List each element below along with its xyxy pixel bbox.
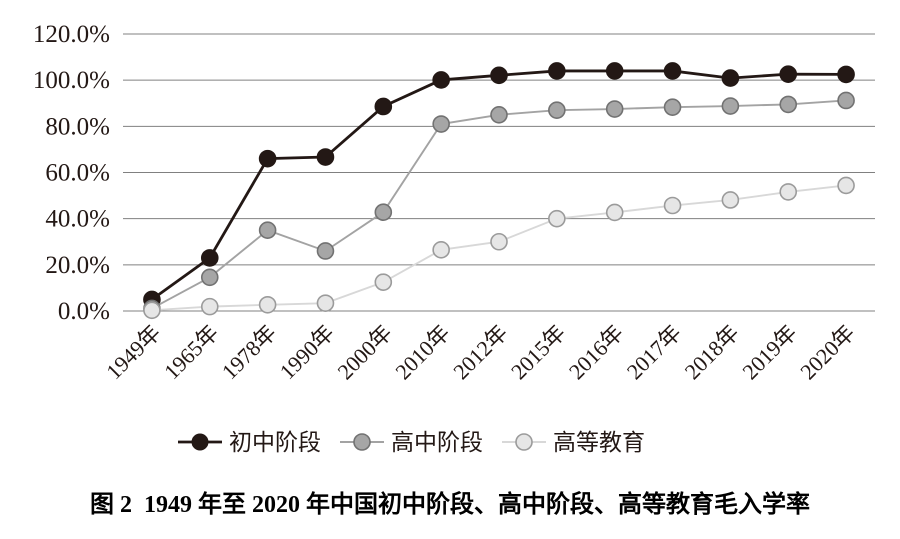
data-point (548, 101, 566, 119)
data-point (316, 148, 335, 166)
data-point (837, 91, 855, 110)
data-point (316, 294, 335, 312)
data-point (200, 297, 219, 316)
x-axis-tick-label: 2000年 (332, 320, 396, 384)
enrollment-line-chart: 0.0% 20.0% 40.0% 60.0% 80.0% 100.0% 120.0% 1949… (33, 21, 875, 384)
data-point (721, 69, 740, 87)
data-point (779, 95, 798, 114)
data-point (663, 62, 682, 80)
chart-legend: 初中阶段 高中阶段 高等教育 (0, 424, 822, 460)
data-point (374, 97, 393, 116)
data-point (258, 221, 277, 240)
x-axis-tick-label: 2015年 (506, 320, 570, 384)
data-point (605, 62, 624, 80)
data-point (779, 183, 798, 201)
data-point (663, 196, 682, 215)
data-point (779, 65, 798, 83)
legend-dot-swatch (515, 433, 533, 451)
data-point (374, 203, 393, 222)
data-point (490, 66, 508, 85)
data-point (374, 273, 393, 291)
legend-item-junior-secondary: 初中阶段 (177, 431, 321, 454)
data-point (200, 249, 219, 267)
legend-item-higher-education: 高等教育 (501, 431, 645, 454)
y-axis-tick-label: 100.0% (33, 67, 110, 94)
y-axis-tick-label: 60.0% (45, 160, 110, 187)
x-axis-tick-label: 2010年 (390, 320, 454, 384)
data-point (837, 176, 855, 195)
data-point (143, 301, 161, 320)
legend-label: 初中阶段 (229, 429, 321, 455)
data-point (200, 268, 219, 287)
legend-marker-senior-secondary (340, 433, 384, 451)
legend-dot-swatch (191, 433, 209, 451)
legend-label: 高中阶段 (391, 429, 483, 455)
figure-caption: 图 2 1949 年至 2020 年中国初中阶段、高中阶段、高等教育毛入学率 (90, 492, 810, 518)
data-point (258, 295, 277, 314)
legend-dot-swatch (353, 433, 371, 451)
data-point (490, 232, 508, 251)
data-point (432, 241, 450, 259)
x-axis-tick-label: 2012年 (448, 320, 512, 384)
x-axis-tick-label: 2016年 (564, 320, 628, 384)
y-axis-tick-label: 80.0% (45, 113, 110, 140)
data-point (490, 105, 508, 124)
x-axis-tick-label: 2020年 (795, 320, 859, 384)
y-axis-tick-label: 0.0% (58, 298, 110, 325)
legend-marker-higher-education (502, 433, 546, 451)
legend-marker-junior-secondary (178, 433, 222, 451)
y-axis-tick-label: 20.0% (45, 252, 110, 279)
data-point (605, 100, 624, 118)
data-point (663, 98, 682, 116)
data-point (316, 242, 335, 260)
data-point (432, 115, 450, 133)
data-point (548, 209, 566, 228)
legend-label: 高等教育 (553, 429, 645, 455)
data-point (605, 203, 624, 222)
y-axis-tick-label: 120.0% (33, 21, 110, 48)
x-axis-tick-label: 1990年 (275, 320, 339, 384)
data-point (837, 65, 855, 84)
data-point (432, 71, 450, 89)
series-line (151, 99, 847, 310)
x-axis-tick-label: 1965年 (159, 320, 223, 384)
data-point (721, 97, 740, 115)
data-point (258, 149, 277, 168)
data-point (548, 62, 566, 80)
x-axis-tick-label: 2018年 (680, 320, 744, 384)
legend-item-senior-secondary: 高中阶段 (339, 431, 483, 454)
data-point (721, 191, 740, 209)
x-axis-tick-label: 1949年 (101, 320, 165, 384)
y-axis-tick-label: 40.0% (45, 206, 110, 233)
x-axis-tick-label: 2019年 (737, 320, 801, 384)
x-axis-tick-label: 2017年 (622, 320, 686, 384)
x-axis-tick-label: 1978年 (217, 320, 281, 384)
